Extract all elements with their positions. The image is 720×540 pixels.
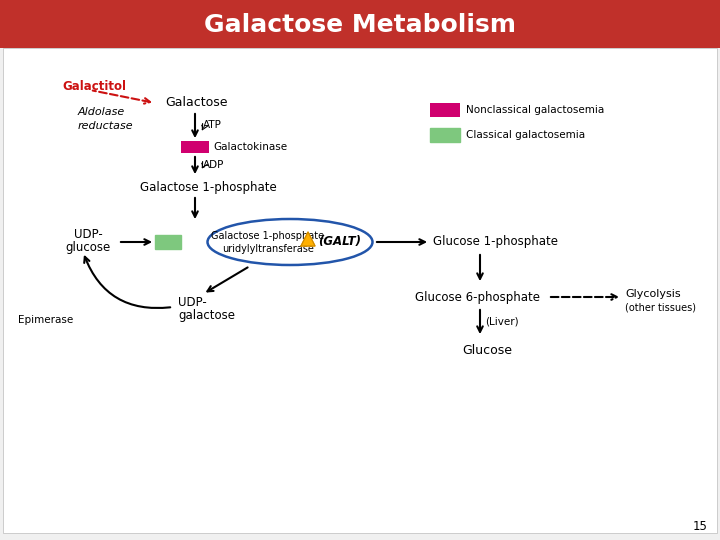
Text: Galactose 1-phosphate: Galactose 1-phosphate: [140, 180, 276, 193]
Text: ADP: ADP: [203, 160, 225, 170]
Bar: [3, 48, 717, 533]
Text: Galactokinase: Galactokinase: [213, 142, 287, 152]
Text: 15: 15: [693, 521, 708, 534]
Text: Glucose 6-phosphate: Glucose 6-phosphate: [415, 291, 540, 303]
Text: glucose: glucose: [66, 240, 111, 253]
Text: Nonclassical galactosemia: Nonclassical galactosemia: [466, 105, 604, 115]
Bar: [155, 235, 181, 249]
Text: ATP: ATP: [203, 120, 222, 130]
Text: (Liver): (Liver): [485, 316, 518, 326]
Bar: [430, 103, 460, 117]
Text: Galactose Metabolism: Galactose Metabolism: [204, 13, 516, 37]
Text: Galactitol: Galactitol: [62, 79, 126, 92]
Text: Glucose 1-phosphate: Glucose 1-phosphate: [433, 235, 558, 248]
Text: reductase: reductase: [78, 121, 134, 131]
Text: (GALT): (GALT): [318, 235, 361, 248]
Ellipse shape: [207, 219, 372, 265]
Text: Glycolysis: Glycolysis: [625, 289, 680, 299]
Text: Aldolase: Aldolase: [78, 107, 125, 117]
Text: Classical galactosemia: Classical galactosemia: [466, 130, 585, 140]
Bar: [181, 141, 209, 153]
Text: UDP-: UDP-: [73, 227, 102, 240]
Bar: [430, 128, 460, 142]
Polygon shape: [301, 232, 315, 246]
Bar: [0, 0, 720, 48]
Text: (other tissues): (other tissues): [625, 303, 696, 313]
Text: UDP-: UDP-: [178, 295, 207, 308]
Text: Galactose 1-phosphate: Galactose 1-phosphate: [212, 231, 325, 241]
Text: galactose: galactose: [178, 308, 235, 321]
Text: Galactose: Galactose: [165, 97, 228, 110]
Text: Epimerase: Epimerase: [18, 315, 73, 325]
Text: Glucose: Glucose: [462, 343, 512, 356]
Text: uridylyltransferase: uridylyltransferase: [222, 244, 314, 254]
